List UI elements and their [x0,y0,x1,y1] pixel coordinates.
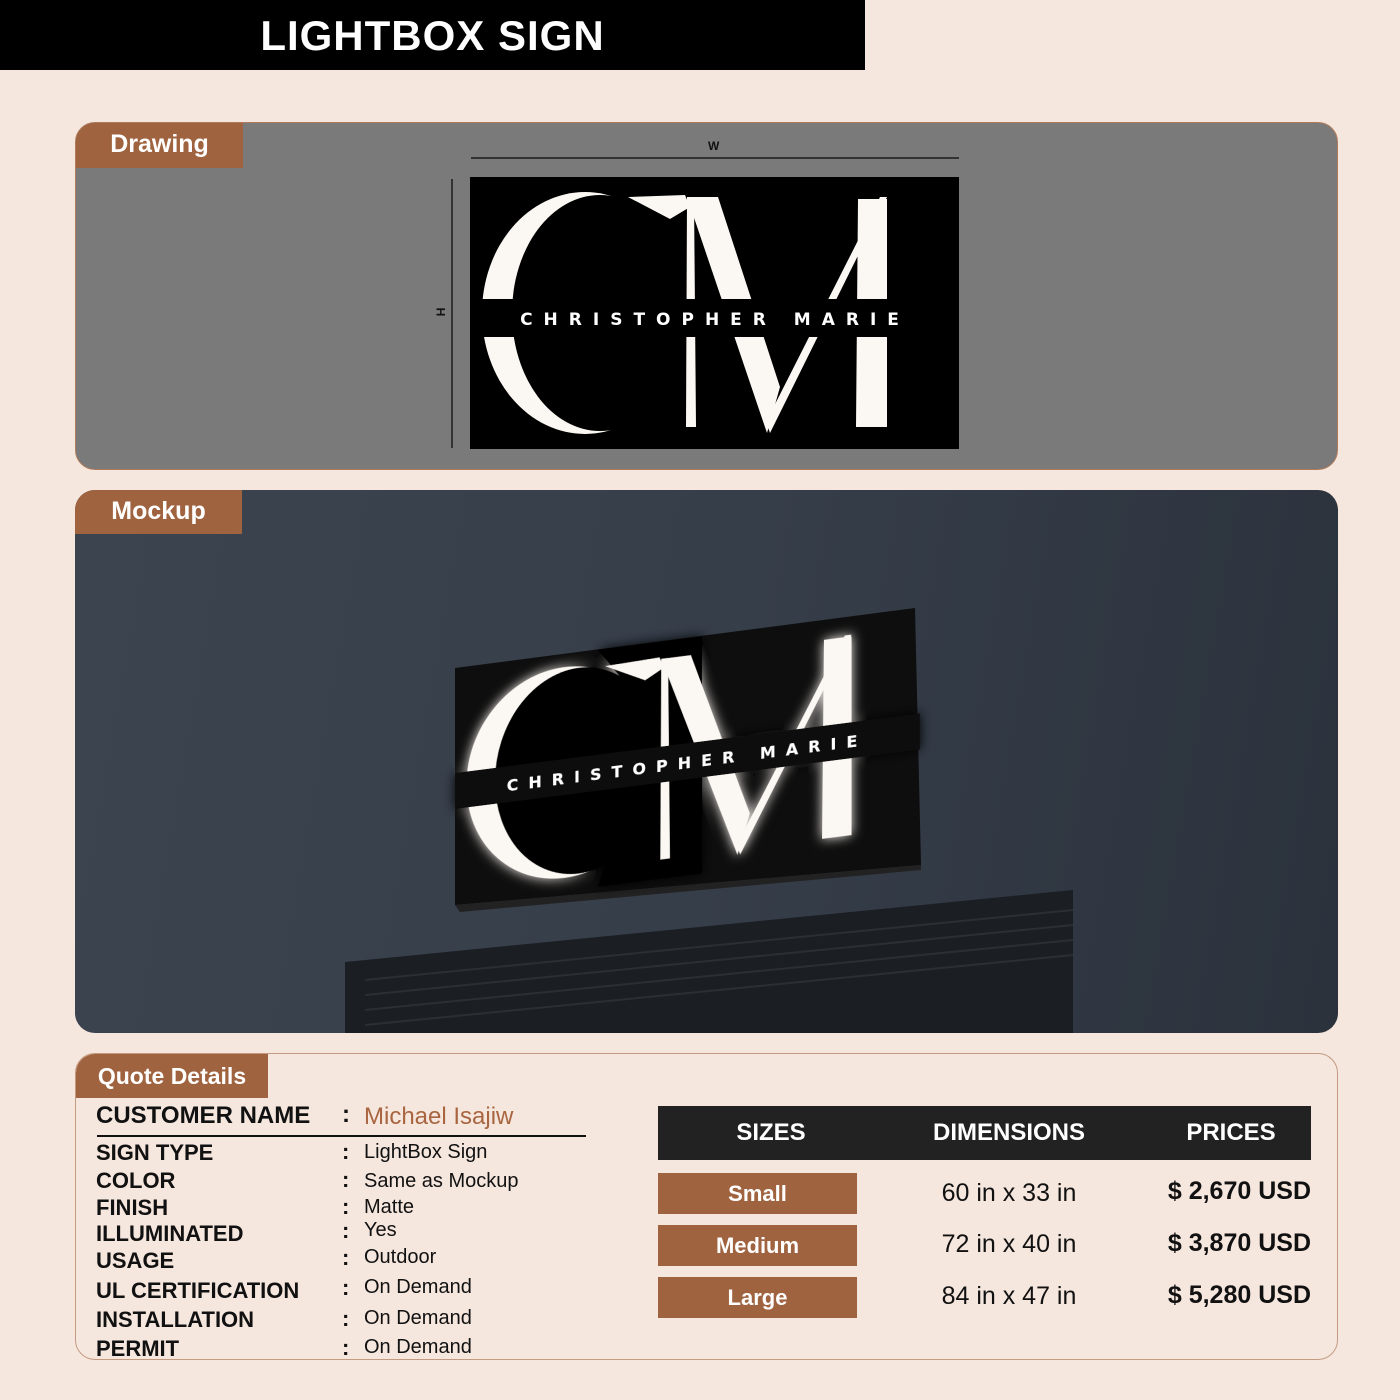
field-value: LightBox Sign [364,1141,488,1163]
field-value: Matte [364,1196,415,1218]
customer-name-value: Michael Isajiw [364,1103,514,1130]
field-separator: : [342,1245,350,1270]
height-dimension-line [451,179,453,448]
customer-divider [97,1135,586,1137]
price-cell: $ 2,670 USD [1167,1177,1311,1205]
field-label: USAGE [96,1248,175,1273]
field-value: On Demand [364,1276,472,1298]
sign-drawing: CHRISTOPHER MARIE [470,177,959,449]
size-large-button[interactable]: Large [658,1277,857,1318]
header-sizes: SIZES [736,1119,806,1146]
field-separator: : [342,1194,350,1219]
field-separator: : [342,1275,350,1300]
field-label: ILLUMINATED [96,1221,244,1246]
field-value: Same as Mockup [364,1170,519,1192]
mockup-tab: Mockup [75,490,242,534]
price-table-header: SIZES DIMENSIONS PRICES [658,1106,1311,1160]
field-label: UL CERTIFICATION [96,1278,300,1303]
drawing-tab: Drawing [76,123,243,168]
logo-name: CHRISTOPHER MARIE [520,310,910,330]
customer-name-label: CUSTOMER NAME [96,1102,311,1129]
header-prices: PRICES [1186,1119,1276,1146]
field-value: Yes [364,1219,397,1241]
height-label: H [433,307,448,317]
quote-tab: Quote Details [76,1054,268,1098]
field-separator: : [342,1167,350,1192]
field-value: On Demand [364,1336,472,1358]
field-value: Outdoor [364,1246,437,1268]
mockup-scene: CHRISTOPHER MARIE [345,608,1074,1033]
field-label: FINISH [96,1195,169,1220]
field-label: PERMIT [96,1336,180,1360]
field-label: INSTALLATION [96,1307,255,1332]
field-label: COLOR [96,1168,176,1193]
customer-separator: : [342,1101,350,1128]
drawing-panel: Drawing W H CHRISTOPHER MARIE [75,122,1338,470]
page-title: LIGHTBOX SIGN [0,0,865,70]
price-cell: $ 5,280 USD [1167,1281,1311,1309]
mockup-panel: CHRISTOPHER MARIE Mockup [75,490,1338,1033]
field-separator: : [342,1335,350,1360]
field-separator: : [342,1139,350,1164]
dimensions-cell: 84 in x 47 in [941,1282,1077,1310]
header-dimensions: DIMENSIONS [932,1119,1085,1146]
width-dimension-line [471,157,959,159]
width-label: W [708,139,720,153]
dimensions-cell: 72 in x 40 in [941,1230,1077,1258]
field-separator: : [342,1306,350,1331]
dimensions-cell: 60 in x 33 in [941,1179,1077,1207]
field-separator: : [342,1218,350,1243]
price-cell: $ 3,870 USD [1167,1229,1311,1257]
field-label: SIGN TYPE [96,1140,214,1165]
size-small-button[interactable]: Small [658,1173,857,1214]
size-medium-button[interactable]: Medium [658,1225,857,1266]
field-value: On Demand [364,1307,472,1329]
